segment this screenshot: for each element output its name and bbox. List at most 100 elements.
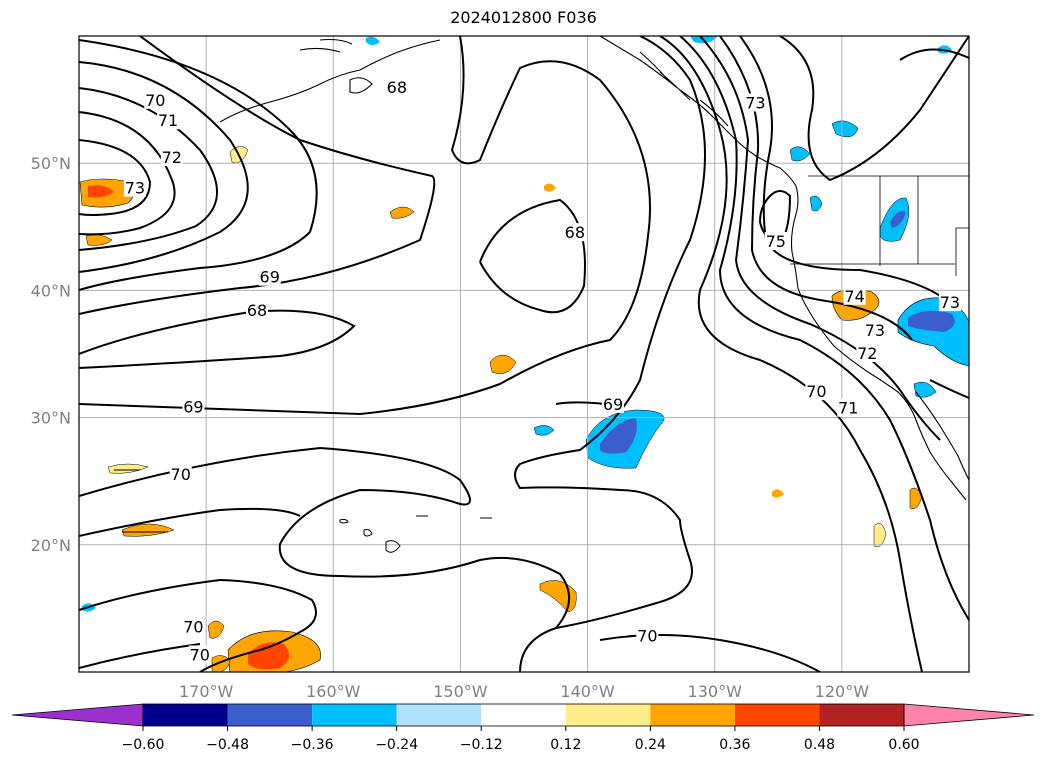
baja-coast [915,391,969,481]
contour-label-bg [563,223,586,242]
contour-label: 72 [857,344,877,363]
contour-line [79,39,318,291]
contour-label-bg [805,382,828,401]
anomaly-positive [544,183,556,192]
contour-line [659,36,923,672]
contour-line [79,36,706,630]
colorbar-bin [312,704,397,726]
contour-label: 72 [162,148,182,167]
contour-label: 70 [637,626,657,645]
colorbar-extend-min [11,703,144,727]
anomaly-negative [809,195,823,212]
anomaly-positive [873,523,887,547]
contour-label-bg [385,78,408,97]
contour-label: 71 [838,399,858,418]
colorbar-label: 0.12 [550,737,581,753]
contour-label: 73 [940,293,960,312]
anomaly-positive [489,354,517,374]
lat-tick-label: 40°N [31,281,71,300]
contour-label-bg [169,464,192,483]
lon-tick-label: 160°W [306,682,361,701]
contour-label-bg [863,321,886,340]
contour-label-bg [764,232,787,251]
contour-line [79,139,152,216]
contour-label-bg [182,617,205,636]
coastlines [114,36,969,553]
anomaly-negative [789,146,811,162]
contour-label-bg [188,645,211,664]
contour-line [519,627,821,672]
contour-line [739,36,947,301]
contour-line [719,36,913,341]
alaska-coast [219,38,441,123]
contour-label: 73 [745,93,765,112]
contour-label: 69 [603,395,623,414]
anomaly-positive [389,206,415,219]
anomaly-positive [772,489,784,498]
colorbar-label: 0.36 [719,737,750,753]
anomaly-negative [831,120,859,138]
lat-tick-label: 50°N [31,154,71,173]
contour-line [929,379,969,399]
contour-label: 74 [844,287,864,306]
anomaly-negative-core [890,211,906,228]
contour-line [79,643,201,669]
colorbar: −0.60 −0.48 −0.36 −0.24 −0.12 0.12 0.24 0.36 0.4… [11,703,1035,753]
contour-line [699,36,941,441]
lon-tick-label: 140°W [560,682,615,701]
lat-tick-label: 20°N [31,536,71,555]
colorbar-label: −0.36 [291,737,334,753]
colorbar-bin [734,704,820,726]
hawaii-islands [339,518,401,553]
colorbar-label: −0.24 [375,737,418,753]
contour-label: 71 [158,111,178,130]
contour-label: 70 [145,91,165,110]
colorbar-bin [227,704,313,726]
colorbar-label: −0.60 [122,737,165,753]
contour-label-bg [636,626,659,645]
lon-tick-label: 170°W [179,682,234,701]
contour-label-bg [182,397,205,416]
anomaly-positive-core [248,642,290,670]
anomaly-positive [207,620,225,639]
colorbar-label: 0.48 [804,737,835,753]
contour-label-bg [856,344,879,362]
axis-ticks: 170°W 160°W 150°W 140°W 130°W 120°W 50°N 40°N 30… [31,154,870,701]
contour-label-bg [246,300,268,319]
colorbar-bin [143,704,228,726]
contour-label-bg [123,178,146,197]
contour-label-bg [144,90,167,109]
small-islands [114,469,492,533]
anomaly-negative-core [600,418,637,454]
contour-label: 73 [125,179,145,198]
colorbar-extend-max [903,703,1035,727]
map-frame [78,35,970,673]
anomaly-positive [85,234,113,246]
contour-label: 75 [766,232,786,251]
contour-label: 68 [565,223,585,242]
contour-label-bg [938,293,961,312]
contour-label-bg [157,111,179,130]
contour-label: 69 [183,397,203,416]
contour-label-bg [602,394,624,413]
colorbar-bin [396,704,482,726]
colorbar-bin [819,704,904,726]
contour-label: 68 [247,301,267,320]
contour-line [899,48,969,61]
west-coast [790,185,967,501]
contour-line [479,198,586,314]
anomaly-positive [539,580,577,613]
colorbar-label: −0.48 [206,737,249,753]
contour-line [79,111,176,236]
lon-tick-label: 150°W [433,682,488,701]
contour-label-bg [258,267,281,286]
colorbar-bin [481,704,566,726]
contour-line [79,61,249,273]
anomaly-negative [366,36,380,45]
contour-label: 70 [806,382,826,401]
state-borders [790,175,969,276]
contour-line [679,36,969,621]
